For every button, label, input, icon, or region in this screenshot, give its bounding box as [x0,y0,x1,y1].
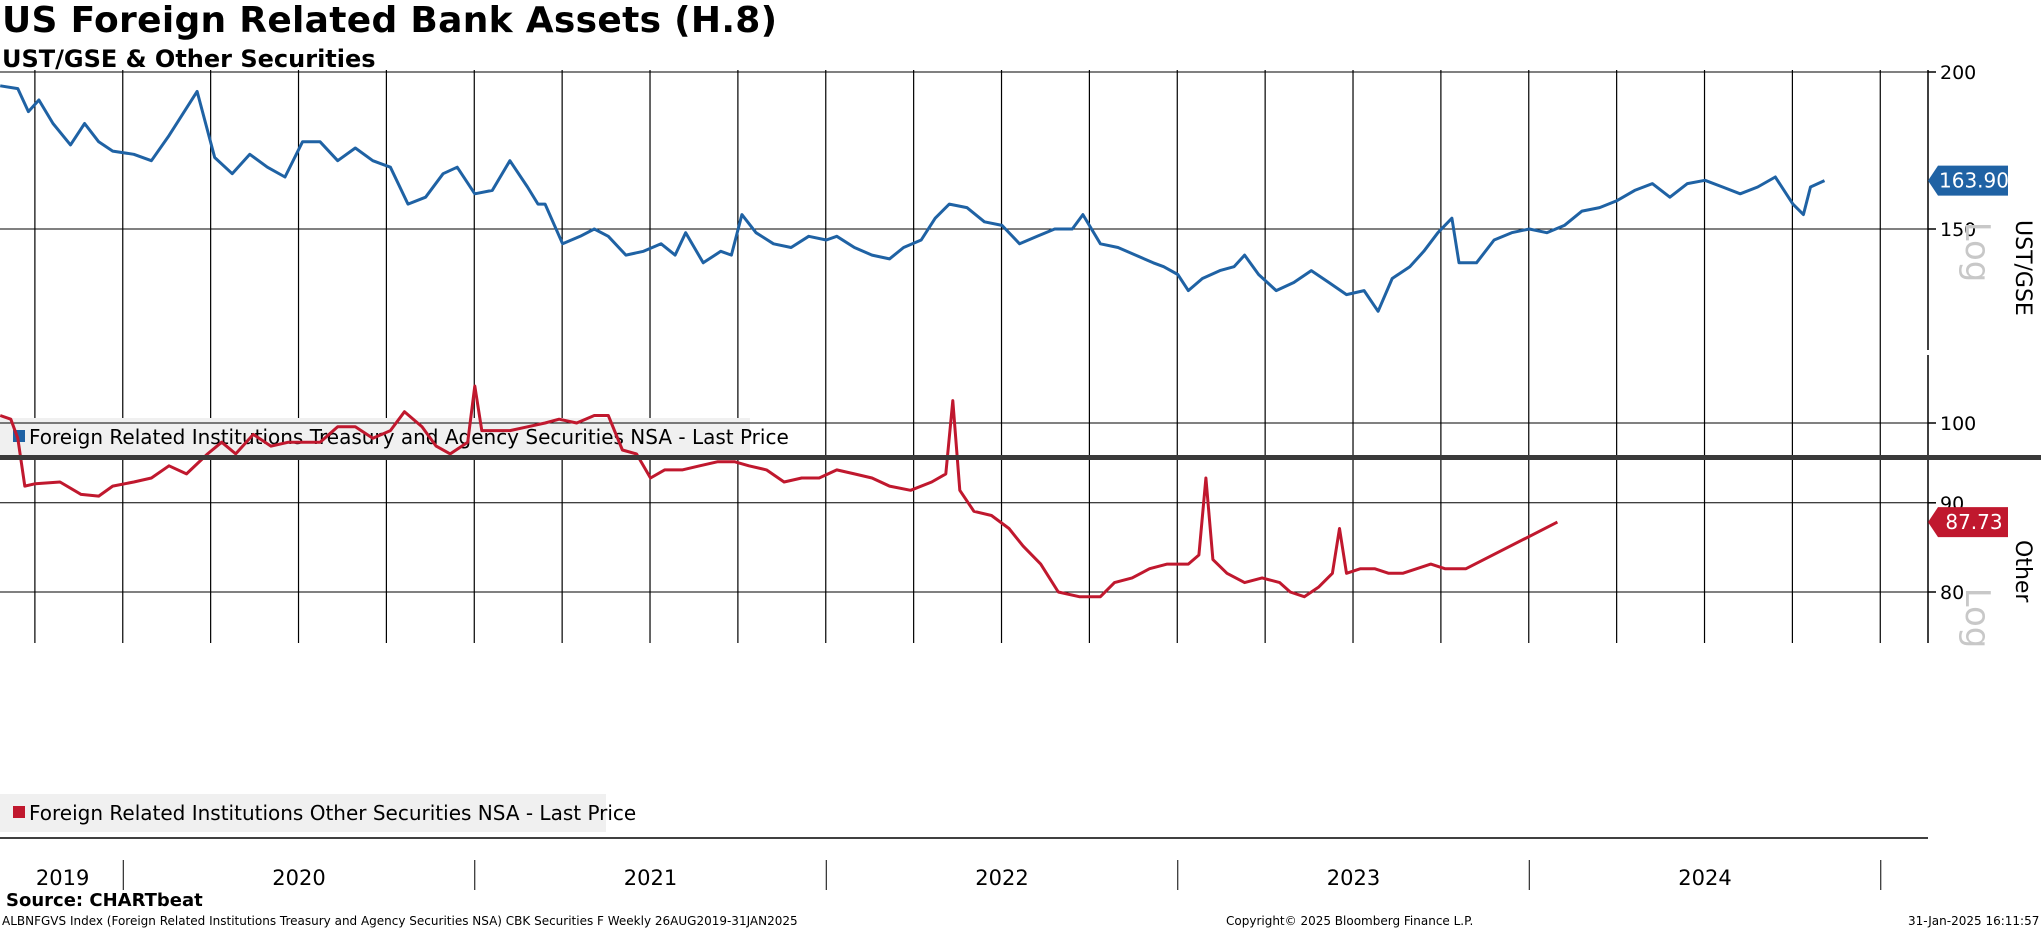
chart-title: US Foreign Related Bank Assets (H.8) [2,0,778,41]
legend-label: Foreign Related Institutions Other Secur… [29,801,636,825]
x-year-label: 2021 [624,866,677,890]
footer-timestamp: 31-Jan-2025 16:11:57 [1908,914,2040,928]
x-year-label: 2022 [975,866,1028,890]
last-price-tag [1928,165,2008,196]
legend-box [0,794,606,832]
source-label: Source: CHARTbeat [6,890,203,911]
series-line [0,384,1559,599]
panel-top: 150 200 UST/GSE Log 163.90 Foreign Related In… [0,62,2035,456]
legend-swatch [13,806,25,818]
y-tick-label: 100 [1940,413,1976,435]
footer-copyright: Copyright© 2025 Bloomberg Finance L.P. [1226,914,1474,928]
y-tick-label: 150 [1940,219,1976,241]
log-watermark: Log [1957,222,1997,283]
panel-divider [0,455,2041,460]
last-price-tag [1928,507,2008,538]
series-line [0,84,1826,313]
axis-title: Other [2010,540,2035,603]
vertical-gridlines [34,70,1881,643]
x-year-label: 2020 [272,866,325,890]
last-price-label: 163.90 [1939,169,2009,193]
x-year-label: 2023 [1327,866,1380,890]
x-year-label: 2024 [1678,866,1731,890]
y-tick-label: 200 [1940,62,1976,84]
legend-label: Foreign Related Institutions Treasury an… [29,425,789,449]
x-year-label: 2019 [36,866,89,890]
footer-description: ALBNFGVS Index (Foreign Related Institut… [2,914,798,928]
chart-subtitle: UST/GSE & Other Securities [2,45,376,73]
y-tick-label: 80 [1940,582,1964,604]
last-price-label: 87.73 [1945,510,2002,534]
x-axis: 2019 2020 2021 2022 2023 2024 [0,837,1928,890]
log-watermark: Log [1957,588,1997,649]
axis-title: UST/GSE [2010,220,2035,316]
